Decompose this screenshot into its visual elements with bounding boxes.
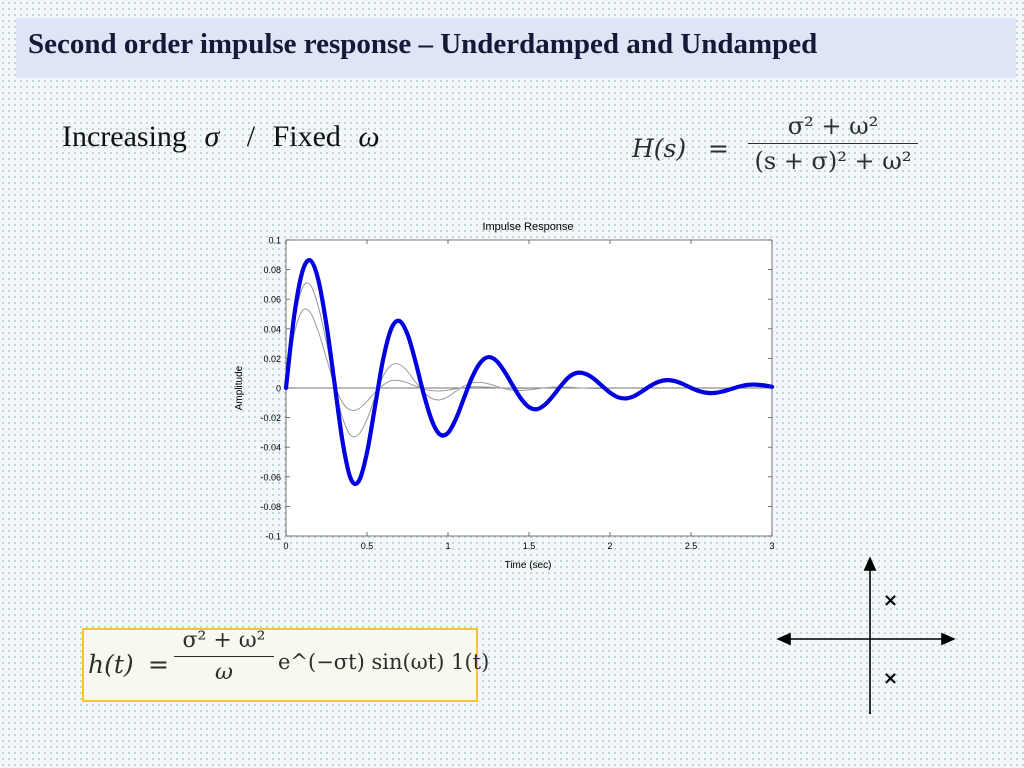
pole-diagram [776,556,956,714]
subtitle: Increasing σ / Fixed ω [62,120,390,154]
y-axis-label: Amplitude [234,365,245,410]
x-tick-label: 0 [283,541,288,551]
pole-marker-lower: × [883,668,899,689]
tf-fraction-bar [748,143,918,144]
x-tick-label: 3 [769,541,774,551]
y-tick-label: -0.1 [265,532,281,542]
y-tick-label: -0.04 [260,443,281,453]
hr-denominator: ω [215,660,233,685]
pole-marker-upper: × [883,590,899,611]
y-tick-label: 0.02 [263,354,281,364]
y-tick-label: -0.02 [260,413,281,423]
x-tick-label: 1.5 [523,541,536,551]
tf-fraction: σ² + ω² (s + σ)² + ω² [748,112,918,175]
x-tick-label: 2.5 [685,541,698,551]
x-tick-label: 0.5 [361,541,374,551]
series-line-2 [285,308,530,412]
tf-equals: = [708,134,729,163]
tf-lhs: H(s) [632,134,687,163]
hr-lhs: h(t) [88,650,134,679]
omega-symbol: ω [358,120,380,153]
x-tick-label: 1 [445,541,450,551]
time-response-equation: h(t) = σ² + ω² ω e^(−σt) sin(ωt) 1(t) [82,628,489,702]
transfer-function-equation: H(s) = σ² + ω² (s + σ)² + ω² [632,108,932,188]
subtitle-word-increasing: Increasing [62,120,187,153]
impulse-response-chart: Impulse Response 0.1 0.08 0.06 0.04 0.02 0 -0.… [228,218,788,578]
y-tick-label: -0.06 [260,472,281,482]
slide-title: Second order impulse response – Underdam… [28,28,818,60]
chart-title: Impulse Response [482,221,573,233]
subtitle-word-fixed: Fixed [272,120,341,153]
x-tick-label: 2 [607,541,612,551]
sigma-symbol: σ [204,120,220,153]
chart-svg: Impulse Response 0.10.080.060.040.020-0.… [234,221,775,571]
x-axis-label: Time (sec) [505,560,552,571]
tf-denominator: (s + σ)² + ω² [754,147,912,175]
hr-rest: e^(−σt) sin(ωt) 1(t) [278,650,490,674]
x-axis: 0 0.5 1 1.5 2 2.5 3 [283,240,775,551]
y-tick-label: 0 [276,384,281,394]
subtitle-separator: / [246,120,256,153]
hr-equals: = [148,650,169,679]
y-tick-label: 0.08 [263,265,281,275]
hr-fraction: σ² + ω² ω [174,628,274,685]
hr-numerator: σ² + ω² [182,628,266,653]
series-line-highlighted [283,258,775,487]
title-bar: Second order impulse response – Underdam… [16,18,1016,78]
tf-numerator: σ² + ω² [787,112,879,140]
y-axis: 0.1 0.08 0.06 0.04 0.02 0 -0.02 -0.04 -0.06 -0.08… [260,236,772,542]
series-layer [283,258,775,487]
y-tick-label: 0.1 [268,236,281,246]
hr-fraction-bar [174,656,274,657]
y-tick-label: 0.06 [263,295,281,305]
y-tick-label: 0.04 [263,324,281,334]
y-tick-label: -0.08 [260,502,281,512]
